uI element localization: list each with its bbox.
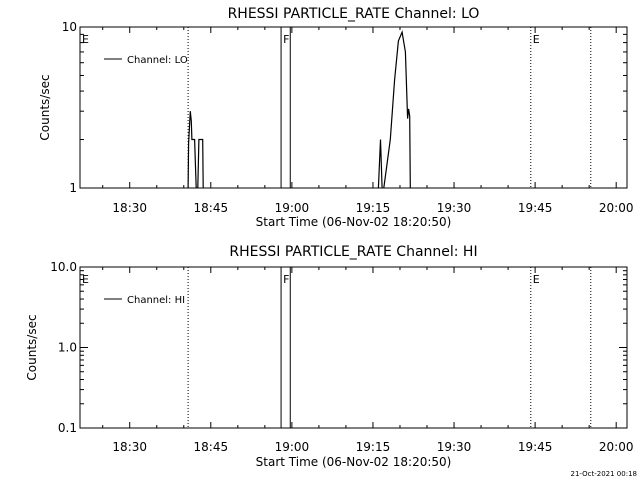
y-tick-label: 10.0 bbox=[50, 260, 77, 274]
x-tick-label: 18:30 bbox=[112, 440, 147, 454]
chart-title: RHESSI PARTICLE_RATE Channel: HI bbox=[229, 244, 477, 260]
legend-label: Channel: HI bbox=[127, 295, 185, 306]
event-marker-label: F bbox=[283, 33, 289, 46]
x-tick-label: 19:00 bbox=[275, 440, 310, 454]
x-tick-label: 19:30 bbox=[437, 440, 472, 454]
series-line bbox=[197, 138, 204, 189]
event-marker-label: E bbox=[82, 273, 89, 286]
series-line bbox=[383, 29, 411, 189]
plot-frame bbox=[79, 266, 628, 429]
x-tick-label: 18:45 bbox=[194, 201, 229, 215]
x-tick-label: 18:45 bbox=[194, 440, 229, 454]
series-line bbox=[377, 139, 383, 189]
y-tick-label: 10 bbox=[62, 20, 77, 34]
legend-label: Channel: LO bbox=[127, 55, 188, 66]
chart-lo-panel: RHESSI PARTICLE_RATE Channel: LO 18:30 18:… bbox=[38, 6, 633, 229]
x-tick-label: 19:45 bbox=[518, 201, 553, 215]
x-tick-label: 19:30 bbox=[437, 201, 472, 215]
y-tick-label: 0.1 bbox=[58, 421, 77, 435]
y-axis-label: Counts/sec bbox=[25, 314, 39, 380]
chart-title: RHESSI PARTICLE_RATE Channel: LO bbox=[228, 6, 480, 22]
plot-frame bbox=[79, 26, 628, 189]
event-marker-label: E bbox=[533, 33, 540, 46]
x-axis-label: Start Time (06-Nov-02 18:20:50) bbox=[256, 215, 452, 229]
y-axis-label: Counts/sec bbox=[38, 74, 52, 140]
chart-hi-panel: RHESSI PARTICLE_RATE Channel: HI 18:30 18:… bbox=[25, 244, 633, 469]
event-marker-label: E bbox=[82, 33, 89, 46]
x-tick-label: 19:15 bbox=[356, 201, 391, 215]
footer-timestamp: 21-Oct-2021 00:18 bbox=[571, 470, 637, 478]
series-line bbox=[187, 111, 197, 189]
event-marker-label: E bbox=[533, 273, 540, 286]
event-marker-label: F bbox=[283, 273, 289, 286]
y-tick-label: 1.0 bbox=[58, 341, 77, 355]
x-tick-label: 18:30 bbox=[112, 201, 147, 215]
x-tick-label: 19:45 bbox=[518, 440, 553, 454]
y-tick-label: 1 bbox=[69, 181, 77, 195]
x-tick-label: 20:00 bbox=[599, 201, 634, 215]
x-tick-label: 19:15 bbox=[356, 440, 391, 454]
x-tick-label: 19:00 bbox=[275, 201, 310, 215]
x-tick-label: 20:00 bbox=[599, 440, 634, 454]
x-axis-label: Start Time (06-Nov-02 18:20:50) bbox=[256, 455, 452, 469]
